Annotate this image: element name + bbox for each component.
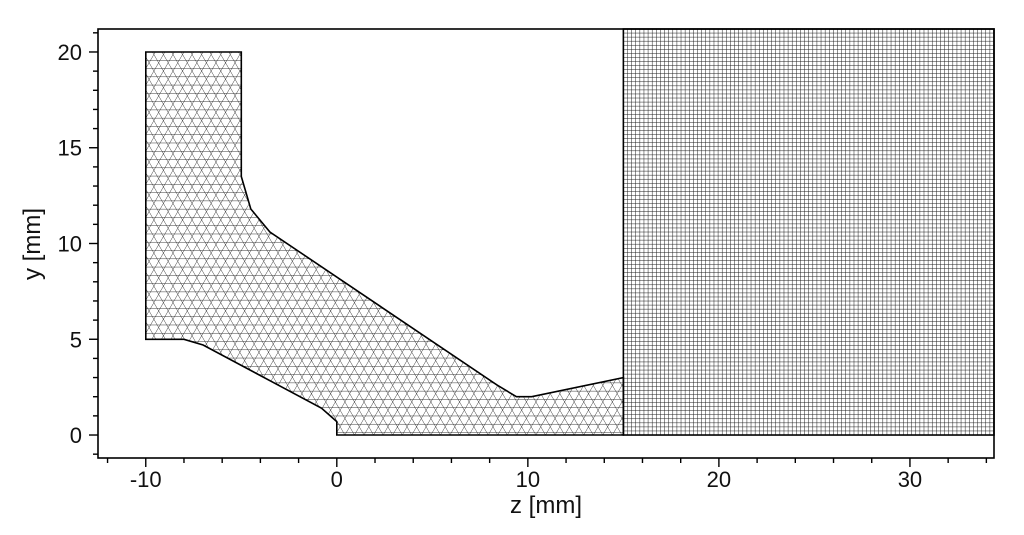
y-axis-tick-labels: 0 5 10 15 20	[58, 40, 82, 448]
x-tick-label: -10	[130, 467, 162, 492]
x-tick-label: 0	[331, 467, 343, 492]
y-axis-title: y [mm]	[19, 208, 46, 280]
x-axis-tick-labels: -10 0 10 20 30	[130, 467, 922, 492]
structured-quad-mesh-region	[622, 28, 995, 436]
y-tick-label: 10	[58, 232, 82, 257]
y-axis-ticks	[89, 32, 98, 455]
y-tick-label: 15	[58, 136, 82, 161]
y-tick-label: 0	[70, 423, 82, 448]
x-tick-label: 20	[707, 467, 731, 492]
x-axis-ticks	[106, 458, 988, 467]
y-tick-label: 5	[70, 327, 82, 352]
x-tick-label: 30	[898, 467, 922, 492]
y-tick-label: 20	[58, 40, 82, 65]
x-tick-label: 10	[516, 467, 540, 492]
x-axis-title: z [mm]	[510, 492, 582, 519]
